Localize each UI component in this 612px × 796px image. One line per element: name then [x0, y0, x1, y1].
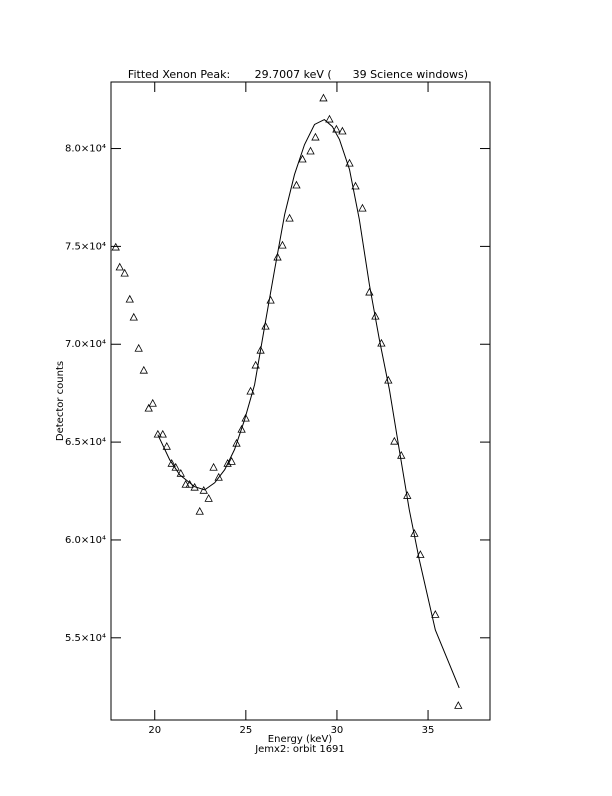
data-point	[232, 438, 241, 447]
data-point	[209, 462, 218, 471]
data-point	[311, 132, 320, 141]
y-axis-label: Detector counts	[55, 361, 66, 441]
data-point	[195, 506, 204, 515]
data-point	[237, 424, 246, 433]
data-point	[251, 360, 260, 369]
data-point	[358, 203, 367, 212]
data-point	[115, 262, 124, 271]
data-point	[397, 450, 406, 459]
x-tick-label: 30	[331, 725, 344, 736]
data-point	[332, 124, 341, 133]
data-point	[227, 457, 236, 465]
plot-frame	[110, 81, 491, 721]
data-point	[148, 398, 157, 407]
chart-title: Fitted Xenon Peak: 29.7007 keV ( 39 Scie…	[128, 68, 468, 81]
data-point	[125, 294, 134, 303]
data-point	[431, 610, 440, 618]
data-point	[338, 126, 347, 135]
data-point	[199, 485, 208, 494]
data-point	[390, 436, 399, 445]
data-point	[120, 268, 129, 277]
data-point	[129, 312, 138, 321]
data-point	[241, 413, 250, 422]
data-point	[273, 252, 282, 261]
data-point	[278, 240, 287, 249]
data-point	[214, 472, 223, 481]
data-point	[158, 429, 167, 438]
data-point	[319, 93, 328, 102]
y-tick-label: 7.0×10⁴	[65, 339, 106, 350]
data-point	[256, 345, 265, 354]
x-tick-label: 25	[239, 725, 252, 736]
data-point	[134, 343, 143, 352]
data-point	[298, 154, 307, 163]
fit-line	[157, 118, 460, 689]
y-tick-label: 5.5×10⁴	[65, 633, 106, 644]
data-point	[139, 365, 148, 374]
data-point	[181, 479, 190, 488]
data-point	[167, 458, 176, 467]
data-point	[144, 403, 153, 412]
data-point	[285, 213, 294, 222]
y-tick-label: 6.0×10⁴	[65, 535, 106, 546]
data-point	[292, 180, 301, 189]
y-tick-label: 8.0×10⁴	[65, 144, 106, 155]
subtitle: Jemx2: orbit 1691	[254, 744, 345, 755]
data-point	[351, 181, 360, 190]
y-tick-label: 7.5×10⁴	[65, 241, 106, 252]
data-point	[111, 242, 120, 251]
x-axis-label: Energy (keV)	[268, 734, 333, 745]
data-point	[204, 494, 213, 502]
y-tick-label: 6.5×10⁴	[65, 437, 106, 448]
data-point	[306, 146, 315, 155]
x-tick-label: 20	[148, 725, 161, 736]
data-point	[153, 429, 162, 438]
data-point	[223, 458, 232, 467]
data-point	[162, 441, 171, 450]
data-point	[325, 114, 334, 123]
x-tick-label: 35	[422, 725, 435, 736]
data-point	[454, 701, 463, 709]
data-point	[261, 321, 270, 330]
